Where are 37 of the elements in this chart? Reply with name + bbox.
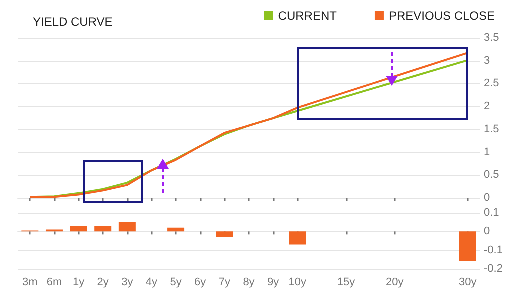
chart-title: YIELD CURVE <box>33 15 113 29</box>
bar <box>94 226 112 232</box>
x-tick-label: 9y <box>268 276 280 288</box>
x-tick-label: 6m <box>46 276 62 288</box>
y-tick-label: 0 <box>484 192 490 204</box>
bar <box>289 232 306 245</box>
y-tick-label: 0.5 <box>484 169 500 182</box>
x-tick-label: 8y <box>243 276 256 288</box>
legend-label: CURRENT <box>278 9 338 23</box>
x-tick-label: 30y <box>458 276 478 288</box>
y-tick-label: 1.5 <box>484 123 500 136</box>
y-tick-label: 0 <box>484 226 490 238</box>
y-tick-label: 3.5 <box>484 32 500 44</box>
legend-label: PREVIOUS CLOSE <box>388 9 495 23</box>
x-tick-label: 4y <box>146 276 158 288</box>
bar <box>168 228 185 232</box>
y-tick-label: -0.2 <box>484 263 503 275</box>
x-tick-label: 6y <box>194 276 207 288</box>
y-tick-label: -0.1 <box>484 244 503 256</box>
x-tick-label: 2y <box>97 276 110 288</box>
y-tick-label: 2 <box>484 100 490 113</box>
bar <box>459 232 476 262</box>
x-tick-label: 20y <box>386 276 404 288</box>
bar <box>216 232 234 238</box>
bar <box>70 226 88 232</box>
bar <box>118 222 136 232</box>
x-tick-label: 5y <box>170 276 182 288</box>
x-tick-label: 10y <box>288 276 307 288</box>
x-tick-label: 1y <box>72 276 86 288</box>
x-tick-label: 7y <box>218 276 231 288</box>
y-tick-label: 3 <box>484 54 490 67</box>
y-tick-label: 0.1 <box>484 207 500 219</box>
y-tick-label: 1 <box>484 146 490 158</box>
y-tick-label: 2.5 <box>484 78 500 90</box>
x-tick-label: 3m <box>22 276 38 288</box>
x-tick-label: 3y <box>122 276 134 288</box>
x-tick-label: 15y <box>337 276 356 288</box>
